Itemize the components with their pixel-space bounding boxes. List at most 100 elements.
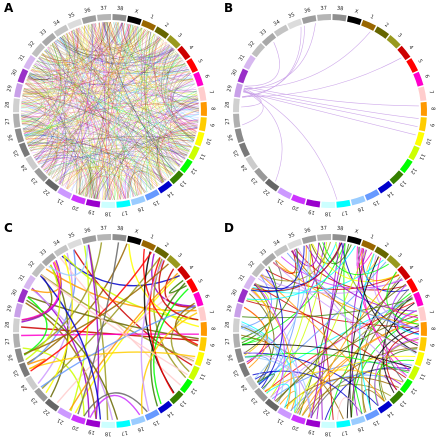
chromosome-segment — [13, 318, 20, 333]
chromosome-segment — [13, 98, 20, 113]
chromosome-segment — [261, 32, 277, 47]
link — [21, 24, 89, 103]
chromosome-label: 17 — [341, 209, 348, 216]
chromosome-label: 34 — [52, 19, 61, 28]
chromosome-segment — [144, 409, 160, 421]
link — [127, 124, 198, 199]
link — [243, 351, 312, 418]
chromosome-label: 32 — [27, 260, 36, 269]
link — [24, 135, 152, 190]
chromosome-label: 6 — [203, 74, 210, 79]
chromosome-segment — [179, 378, 193, 394]
link — [246, 245, 356, 301]
link — [171, 66, 198, 127]
link — [39, 275, 102, 420]
link — [254, 282, 285, 401]
link — [251, 242, 342, 292]
chromosome-label: 28 — [225, 321, 231, 328]
chromosome-segment — [186, 278, 199, 293]
chromosome-segment — [287, 238, 303, 250]
chromosome-label: 36 — [303, 227, 311, 234]
chromosome-label: 14 — [385, 190, 394, 199]
link — [24, 65, 187, 136]
chromosome-segment — [237, 288, 249, 304]
chromosome-segment — [31, 43, 46, 58]
link — [322, 242, 389, 276]
link — [266, 383, 290, 408]
link — [158, 119, 199, 182]
chromosome-label: 4 — [407, 265, 414, 272]
link — [55, 167, 137, 197]
link — [136, 27, 159, 187]
chromosome-label: 36 — [83, 7, 91, 14]
link — [27, 73, 46, 83]
link — [166, 147, 190, 171]
chromosome-segment — [277, 407, 293, 420]
link — [29, 72, 175, 173]
link — [21, 90, 43, 116]
chromosome-label: 2 — [383, 242, 389, 249]
chromosome-label: 5 — [196, 59, 203, 65]
link — [38, 57, 181, 166]
chromosome-label: 22 — [262, 187, 271, 196]
link — [163, 58, 186, 159]
link — [28, 145, 89, 198]
chromosome-label: 4 — [187, 265, 194, 272]
link — [113, 22, 172, 56]
chromosome-segment — [350, 415, 366, 426]
link — [128, 140, 195, 199]
chromosome-label: 2 — [163, 22, 169, 29]
link — [22, 30, 148, 95]
link — [31, 69, 155, 189]
link — [38, 156, 147, 193]
chromosome-label: 18 — [105, 430, 112, 436]
chromosome-segment — [97, 13, 112, 21]
chromosome-label: 9 — [208, 123, 214, 127]
link — [91, 49, 175, 199]
link — [260, 241, 331, 282]
chromosome-segment — [408, 365, 420, 381]
link — [58, 37, 134, 197]
chromosome-segment — [413, 71, 424, 87]
chromosome-segment — [321, 421, 336, 429]
link — [179, 110, 200, 122]
chromosome-label: 29 — [226, 305, 233, 313]
link — [23, 130, 81, 195]
chromosome-label: 11 — [418, 152, 426, 161]
link — [29, 72, 198, 129]
chromosome-segment — [157, 180, 173, 194]
chromosome-label: 21 — [276, 197, 285, 205]
link — [24, 83, 195, 136]
chromosome-segment — [177, 265, 191, 281]
link — [132, 24, 194, 80]
link — [21, 118, 40, 122]
chromosome-label: 18 — [325, 210, 332, 216]
chromosome-segment — [198, 337, 207, 352]
chromosome-label: 28 — [225, 101, 231, 108]
link — [254, 244, 310, 379]
link — [72, 30, 176, 172]
chromosome-segment — [251, 263, 266, 278]
link — [77, 132, 197, 195]
link — [67, 25, 89, 190]
chromosome-segment — [364, 409, 380, 421]
chromosome-segment — [233, 113, 241, 128]
link — [55, 158, 174, 182]
link — [27, 47, 60, 145]
chromosome-label: 13 — [178, 399, 187, 408]
link — [31, 151, 80, 195]
link — [59, 256, 182, 386]
chromosome-label: 38 — [337, 226, 344, 233]
link — [291, 242, 320, 267]
chromosome-segment — [237, 68, 249, 84]
chromosome-label: 7 — [208, 310, 215, 314]
link — [33, 65, 80, 194]
chromosome-label: 3 — [176, 252, 182, 259]
chromosome-segment — [34, 387, 48, 402]
chromosome-label: 3 — [396, 252, 402, 259]
link — [43, 163, 92, 199]
chromosome-label: 37 — [100, 6, 107, 12]
link — [125, 44, 170, 199]
chromosome-segment — [18, 142, 30, 158]
chromosome-segment — [116, 199, 131, 208]
